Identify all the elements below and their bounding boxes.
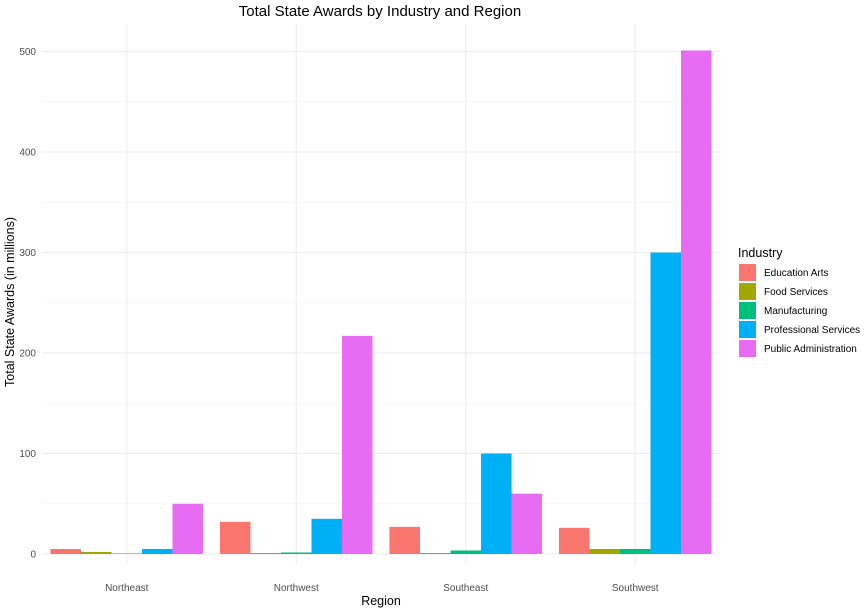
bar-professional-services-northeast — [142, 548, 173, 554]
legend-label: Manufacturing — [764, 306, 827, 317]
legend-label: Professional Services — [764, 325, 860, 336]
bar-public-administration-southwest — [681, 50, 712, 555]
bar-public-administration-northeast — [172, 503, 204, 554]
y-tick-label: 0 — [30, 550, 36, 561]
bar-manufacturing-northwest — [280, 552, 312, 554]
y-axis-title: Total State Awards (in millions) — [3, 217, 17, 387]
bar-education-arts-northwest — [219, 521, 251, 554]
legend-swatch — [739, 321, 756, 338]
y-tick-label: 500 — [19, 47, 36, 58]
bars — [50, 50, 712, 555]
bar-manufacturing-southeast — [450, 550, 482, 554]
bar-food-services-southeast — [419, 552, 451, 554]
x-axis-title: Region — [361, 594, 401, 608]
x-tick-label: Northeast — [105, 583, 149, 594]
bar-professional-services-southwest — [650, 252, 682, 554]
bar-education-arts-southwest — [558, 527, 590, 554]
legend-label: Public Administration — [764, 344, 857, 355]
bar-education-arts-southeast — [389, 526, 420, 554]
chart-title: Total State Awards by Industry and Regio… — [239, 3, 521, 20]
legend-swatch — [739, 340, 756, 357]
bar-professional-services-northwest — [311, 518, 343, 554]
legend-swatch — [739, 283, 756, 300]
x-tick-labels: Northeast Northwest Southeast Southwest — [105, 583, 659, 594]
legend-swatch — [739, 264, 756, 281]
legend-label: Food Services — [764, 287, 828, 298]
bar-food-services-northwest — [250, 552, 281, 554]
x-tick-label: Southwest — [612, 583, 659, 594]
y-tick-labels: 0 100 200 300 400 500 — [19, 47, 36, 561]
x-tick-label: Southeast — [443, 583, 488, 594]
x-tick-label: Northwest — [274, 583, 319, 594]
bar-professional-services-southeast — [481, 453, 512, 554]
bar-manufacturing-southwest — [619, 548, 651, 554]
legend: Industry Education Arts Food Services Manu… — [738, 246, 860, 357]
y-tick-label: 400 — [19, 148, 36, 159]
bar-food-services-southwest — [589, 548, 620, 554]
bar-education-arts-northeast — [50, 548, 81, 554]
legend-swatch — [739, 302, 756, 319]
bar-public-administration-southeast — [511, 493, 543, 554]
y-tick-label: 100 — [19, 449, 36, 460]
legend-label: Education Arts — [764, 268, 828, 279]
bar-food-services-northeast — [80, 551, 112, 554]
legend-title: Industry — [738, 246, 783, 260]
grid — [42, 24, 720, 564]
bar-manufacturing-northeast — [111, 553, 143, 554]
y-tick-label: 300 — [19, 248, 36, 259]
bar-public-administration-northwest — [342, 335, 373, 554]
y-tick-label: 200 — [19, 349, 36, 360]
